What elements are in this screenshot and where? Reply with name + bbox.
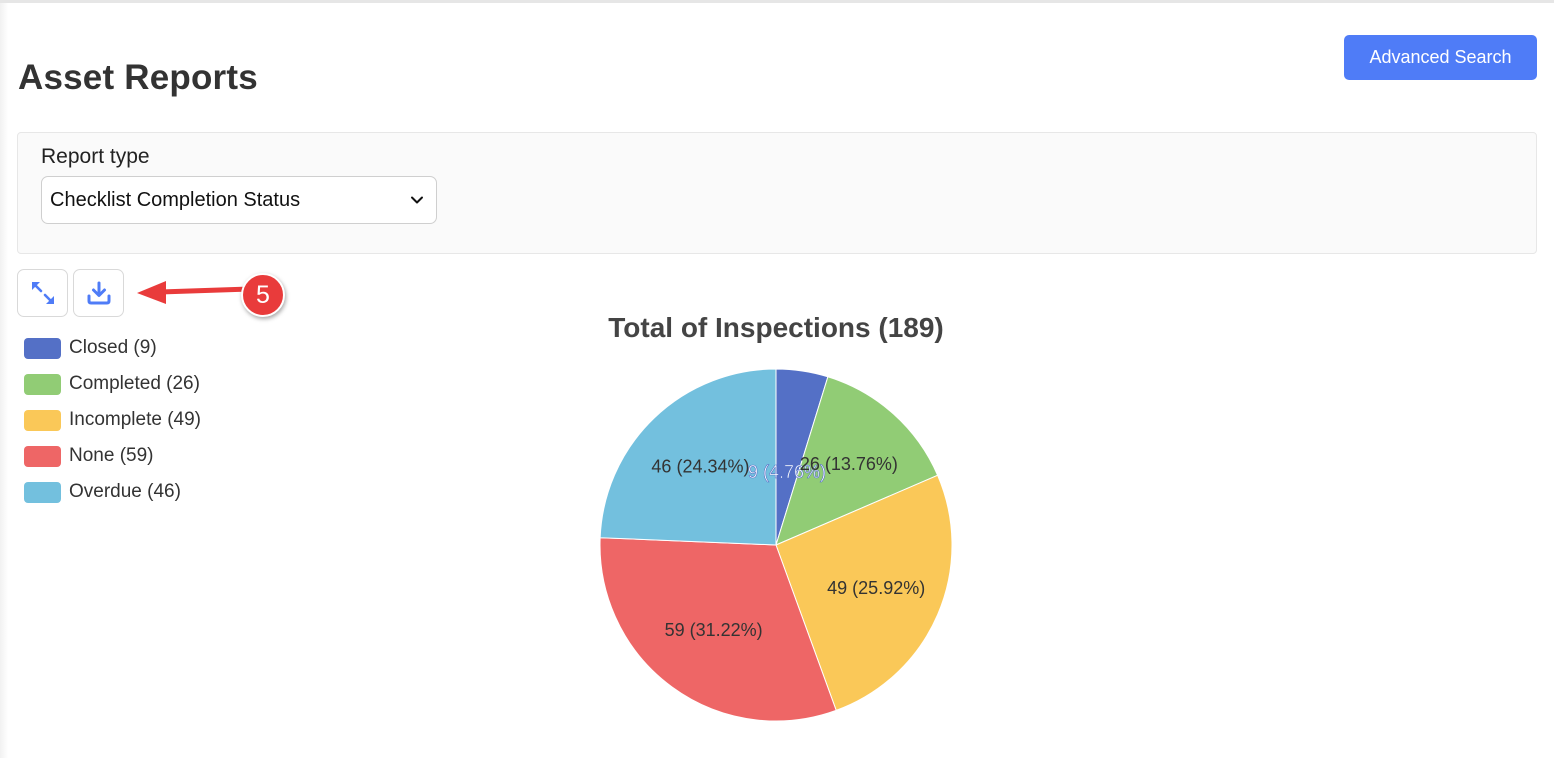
sidebar-edge (0, 3, 8, 758)
page-title: Asset Reports (18, 58, 258, 97)
legend-label: Completed (26) (69, 373, 200, 394)
callout-arrow (137, 281, 253, 304)
advanced-search-button[interactable]: Advanced Search (1344, 35, 1537, 80)
legend-label: Closed (9) (69, 337, 157, 358)
legend-swatch (24, 337, 61, 359)
legend-item-incomplete[interactable]: Incomplete (49) (24, 402, 201, 438)
pie-slice-overdue[interactable] (599, 368, 777, 546)
legend-item-closed[interactable]: Closed (9) (24, 330, 201, 366)
chart-legend: Closed (9) Completed (26) Incomplete (49… (24, 330, 201, 510)
chart-title: Total of Inspections (189) (608, 312, 944, 343)
download-button[interactable] (73, 269, 124, 317)
legend-label: None (59) (69, 445, 154, 466)
callout-number-badge: 5 (241, 273, 285, 317)
legend-item-none[interactable]: None (59) (24, 438, 201, 474)
chevron-down-icon (411, 196, 423, 204)
legend-label: Incomplete (49) (69, 409, 202, 430)
report-type-selected-value: Checklist Completion Status (50, 188, 301, 211)
report-type-label: Report type (41, 145, 150, 168)
legend-swatch (24, 445, 61, 467)
filter-panel: Report type Checklist Completion Status (17, 132, 1537, 254)
legend-item-overdue[interactable]: Overdue (46) (24, 474, 201, 510)
top-divider (0, 0, 1554, 3)
expand-button[interactable] (17, 269, 68, 317)
legend-label: Overdue (46) (69, 481, 181, 502)
legend-swatch (24, 373, 61, 395)
legend-swatch (24, 409, 61, 431)
report-type-select[interactable]: Checklist Completion Status (41, 176, 437, 224)
legend-item-completed[interactable]: Completed (26) (24, 366, 201, 402)
download-icon (87, 281, 110, 305)
expand-icon (31, 282, 54, 304)
legend-swatch (24, 481, 61, 503)
pie-slice-completed[interactable] (775, 376, 939, 546)
pie-slice-none[interactable] (599, 537, 837, 722)
pie-slice-incomplete[interactable] (775, 474, 953, 712)
